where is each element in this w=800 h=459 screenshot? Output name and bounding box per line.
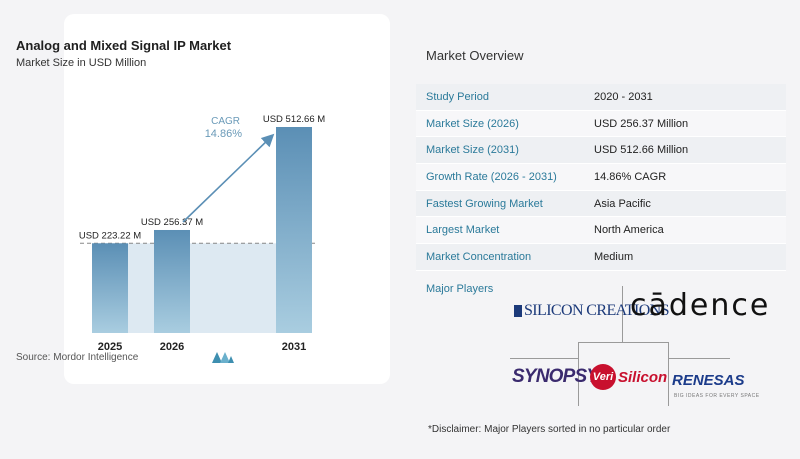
- overview-row: Market Concentration Medium: [416, 244, 786, 271]
- overview-row: Fastest Growing Market Asia Pacific: [416, 190, 786, 218]
- logo-divider: [578, 342, 668, 343]
- cagr-label: CAGR: [211, 116, 240, 127]
- overview-label: Market Size (2031): [426, 144, 519, 157]
- overview-value: USD 512.66 Million: [594, 144, 689, 157]
- overview-value: North America: [594, 224, 664, 237]
- x-tick-2026: 2026: [160, 341, 184, 353]
- verisilicon-wordmark: Silicon: [618, 368, 668, 386]
- overview-table: Study Period 2020 - 2031 Market Size (202…: [416, 84, 786, 271]
- cagr-value: 14.86%: [205, 128, 243, 140]
- bar-2031: [276, 127, 312, 333]
- logo-divider: [510, 358, 578, 359]
- verisilicon-logo: Veri Silicon: [590, 362, 667, 392]
- overview-value: 14.86% CAGR: [594, 171, 667, 184]
- chart-subtitle: Market Size in USD Million: [16, 57, 147, 69]
- renesas-tagline: BIG IDEAS FOR EVERY SPACE: [674, 393, 760, 399]
- overview-row: Market Size (2031) USD 512.66 Million: [416, 137, 786, 165]
- overview-title: Market Overview: [426, 48, 524, 63]
- overview-label: Fastest Growing Market: [426, 197, 543, 210]
- silicon-creations-logo: SILICON CREATIONS: [514, 296, 670, 326]
- cagr-arrow: [182, 133, 275, 223]
- mordor-logo-icon: [212, 352, 234, 363]
- overview-row: Market Size (2026) USD 256.37 Million: [416, 110, 786, 138]
- synopsys-logo: SYNOPSYS: [512, 366, 611, 387]
- overview-value: 2020 - 2031: [594, 91, 653, 103]
- logo-divider: [578, 342, 579, 406]
- chart-source: Source: Mordor Intelligence: [16, 352, 139, 363]
- overview-row: Largest Market North America: [416, 217, 786, 245]
- renesas-logo: RENESAS: [672, 372, 745, 389]
- overview-label: Market Size (2026): [426, 117, 519, 130]
- data-label-2026: USD 256.37 M: [141, 217, 203, 228]
- overview-label: Largest Market: [426, 224, 500, 237]
- overview-label: Study Period: [426, 91, 489, 103]
- disclaimer: *Disclaimer: Major Players sorted in no …: [428, 424, 671, 435]
- bars-group: USD 223.22 M 2025 USD 256.37 M 2026 USD 512.…: [79, 114, 325, 353]
- logo-divider: [668, 342, 669, 406]
- overview-label: Growth Rate (2026 - 2031): [426, 171, 557, 184]
- x-tick-2025: 2025: [98, 341, 122, 353]
- bar-2026: [154, 229, 190, 333]
- overview-value: Asia Pacific: [594, 197, 651, 210]
- overview-row: Study Period 2020 - 2031: [416, 84, 786, 111]
- major-players-label: Major Players: [426, 283, 494, 295]
- logo-divider: [668, 358, 730, 359]
- x-tick-2031: 2031: [282, 341, 306, 353]
- chart-svg: USD 223.22 M 2025 USD 256.37 M 2026 USD 512.…: [79, 114, 325, 353]
- logo-divider: [622, 286, 623, 342]
- data-label-2025: USD 223.22 M: [79, 230, 141, 241]
- overview-row: Growth Rate (2026 - 2031) 14.86% CAGR: [416, 164, 786, 191]
- verisilicon-badge-icon: Veri: [590, 364, 616, 390]
- silicon-creations-mark-icon: [514, 305, 522, 318]
- silicon-creations-wordmark: SILICON CREATIONS: [524, 302, 670, 319]
- chart-title: Analog and Mixed Signal IP Market: [16, 38, 232, 53]
- overview-label: Market Concentration: [426, 251, 532, 264]
- overview-value: USD 256.37 Million: [594, 117, 689, 130]
- data-label-2031: USD 512.66 M: [263, 114, 325, 125]
- overview-value: Medium: [594, 251, 634, 264]
- bar-2025: [92, 243, 128, 333]
- cadence-logo: cādence: [630, 288, 771, 323]
